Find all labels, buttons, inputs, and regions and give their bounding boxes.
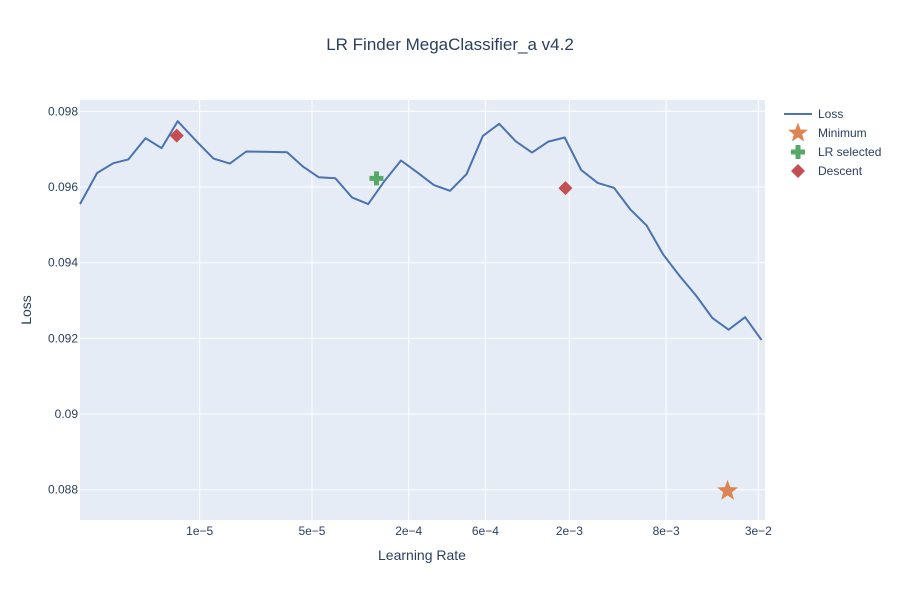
x-tick-label: 5e−5 bbox=[298, 524, 325, 538]
x-tick-label: 8e−3 bbox=[653, 524, 680, 538]
legend-label-minimum: Minimum bbox=[818, 126, 867, 140]
y-tick-label: 0.088 bbox=[48, 483, 78, 497]
descent-marker bbox=[558, 181, 573, 196]
x-tick-label: 3e−2 bbox=[745, 524, 772, 538]
legend-swatch-minimum bbox=[788, 122, 808, 142]
y-axis-title: Loss bbox=[18, 295, 34, 325]
series-layer bbox=[79, 120, 763, 500]
y-tick-labels: 0.088 0.09 0.092 0.094 0.096 0.098 bbox=[48, 104, 78, 496]
legend-label-loss: Loss bbox=[818, 107, 843, 121]
minimum-marker bbox=[717, 479, 739, 500]
x-tick-label: 2e−4 bbox=[395, 524, 422, 538]
legend: Loss Minimum LR selected Descent bbox=[784, 107, 881, 178]
y-tick-label: 0.09 bbox=[55, 407, 79, 421]
legend-label-descent: Descent bbox=[818, 164, 863, 178]
x-tick-labels: 1e−5 5e−5 2e−4 6e−4 2e−3 8e−3 3e−2 bbox=[186, 524, 772, 538]
x-tick-label: 2e−3 bbox=[556, 524, 583, 538]
x-tick-label: 6e−4 bbox=[472, 524, 499, 538]
lr-selected-marker bbox=[369, 171, 384, 186]
descent-marker bbox=[169, 128, 184, 143]
y-tick-label: 0.092 bbox=[48, 331, 78, 345]
plot-area bbox=[80, 100, 765, 520]
y-tick-label: 0.094 bbox=[48, 256, 78, 270]
x-axis-title: Learning Rate bbox=[378, 547, 466, 563]
legend-label-lr-selected: LR selected bbox=[818, 145, 881, 159]
legend-swatch-descent bbox=[791, 164, 805, 178]
legend-swatch-lr-selected bbox=[791, 145, 805, 159]
x-gridlines bbox=[199, 100, 759, 520]
chart-title: LR Finder MegaClassifier_a v4.2 bbox=[326, 35, 574, 54]
y-tick-label: 0.096 bbox=[48, 180, 78, 194]
loss-line bbox=[79, 120, 763, 341]
y-gridlines bbox=[80, 110, 765, 491]
y-tick-label: 0.098 bbox=[48, 104, 78, 118]
x-tick-label: 1e−5 bbox=[186, 524, 213, 538]
